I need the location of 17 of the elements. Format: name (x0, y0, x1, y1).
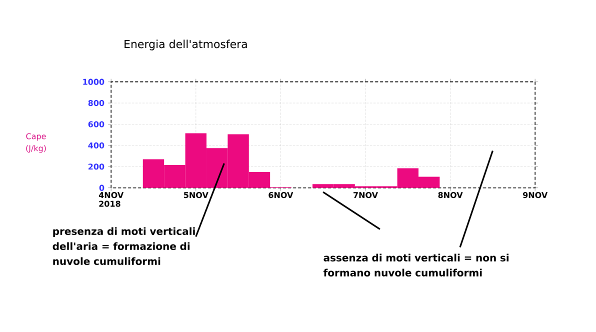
x-tick-label: 6NOV (268, 192, 294, 198)
x-tick-label: 7NOV (354, 192, 378, 198)
chart-title: Energia dell'atmosfera (124, 40, 247, 50)
text: 2018 (99, 200, 120, 207)
x-tick-label: 9NOV (522, 192, 548, 198)
x-tick-label: 5NOV (184, 192, 208, 198)
y-tick-label: 0 (99, 184, 104, 191)
x-tick-label: 4NOV (98, 192, 124, 198)
text: assenza di moti verticali = non si formano nuvole cumuliformi (323, 254, 508, 276)
y-tick-label: 200 (88, 164, 104, 170)
x-tick-label: 8NOV (438, 192, 463, 198)
y-tick-label: 400 (88, 142, 104, 148)
annotation: presenza di moti verticali dell'aria = formazione di nuvole cumuliformi (52, 227, 195, 265)
y-tick-label: 1000 (83, 78, 104, 85)
y-tick-label: 800 (88, 100, 104, 106)
y-axis-title: Cape (J/kg) (26, 133, 46, 153)
y-tick-label: 600 (88, 121, 104, 128)
